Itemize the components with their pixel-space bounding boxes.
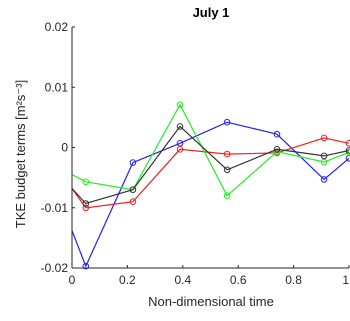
series-0-point-5: [273, 130, 281, 138]
series-0-point-6: [320, 176, 328, 183]
x-tick-label-4: 0.8: [285, 273, 302, 287]
series-2-point-6: [320, 158, 328, 166]
series-0-line: [71, 121, 350, 268]
series-2-point-3: [176, 101, 184, 108]
series-0-point-4: [223, 118, 231, 126]
y-tick-label-4: 0.02: [45, 20, 69, 34]
series-3-point-1: [82, 200, 90, 207]
series-3-point-3: [176, 123, 184, 130]
series-1-point-1: [82, 204, 90, 212]
plot-area: 0 0.2 0.4 0.6 0.8 1 -0.02 -0.01 0 0.01 0.02: [41, 20, 350, 287]
series-1-point-4: [223, 150, 231, 158]
y-tick-label-3: 0.01: [45, 80, 69, 94]
chart-title: July 1: [193, 5, 230, 20]
series-1-point-6: [320, 134, 328, 142]
x-tick-label-5: 1: [342, 273, 349, 287]
series-2-point-4: [223, 192, 231, 199]
y-tick-label-2: 0: [61, 141, 68, 155]
x-tick-label-3: 0.6: [230, 273, 247, 287]
x-tick-label-1: 0.2: [119, 273, 136, 287]
series-3-point-4: [223, 166, 231, 174]
series-1-point-7: [345, 140, 350, 147]
y-tick-label-1: -0.01: [41, 201, 69, 215]
series-2-point-7: [345, 149, 350, 156]
series-3-point-5: [273, 146, 281, 153]
series-3-point-7: [345, 147, 350, 154]
series-0-point-2: [129, 159, 137, 166]
series-3-point-6: [320, 152, 328, 160]
series-3-line: [71, 125, 350, 205]
y-tick-label-0: -0.02: [41, 261, 69, 275]
x-tick-label-2: 0.4: [174, 273, 191, 287]
series-1-point-3: [176, 146, 184, 153]
series-1-line: [71, 137, 350, 209]
x-axis-title: Non-dimensional time: [148, 294, 274, 309]
series-2-point-1: [82, 178, 90, 186]
series-0-point-1: [82, 262, 90, 270]
x-tick-label-0: 0: [69, 273, 76, 287]
series-2-line: [71, 103, 350, 197]
series-3-point-2: [129, 186, 137, 193]
y-axis-title: TKE budget terms [m²s⁻³]: [13, 80, 28, 228]
series-1-point-2: [129, 198, 137, 205]
